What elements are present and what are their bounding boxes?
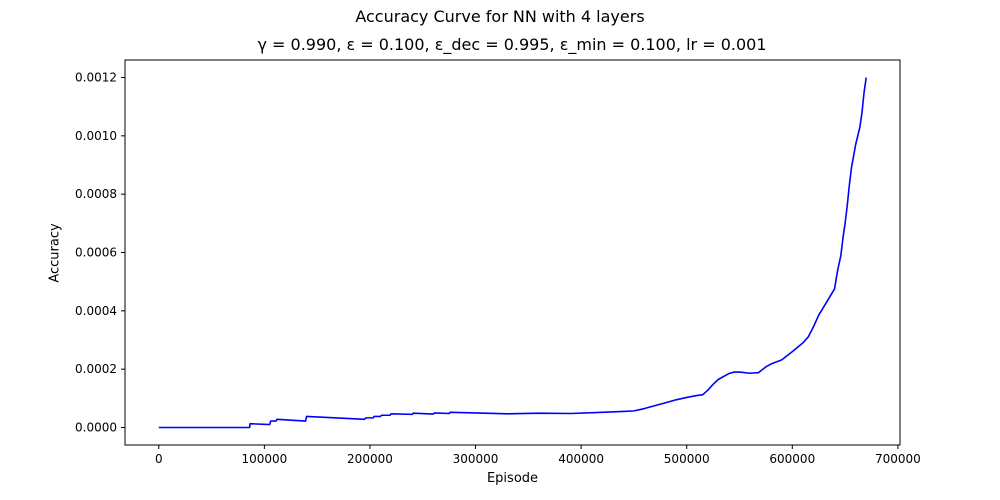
series-group — [158, 77, 868, 429]
y-tick-label: 0.0000 — [75, 421, 117, 435]
y-tick-label: 0.0008 — [75, 187, 117, 201]
y-tick-label: 0.0010 — [75, 129, 117, 143]
x-tick-label: 500000 — [664, 452, 710, 466]
x-axis: 0 100000 200000 300000 400000 500000 600000 700… — [155, 445, 921, 466]
x-tick-label: 0 — [155, 452, 163, 466]
y-axis: 0.0000 0.0002 0.0004 0.0006 0.0008 0.0010 0.00… — [75, 71, 125, 435]
x-tick-label: 200000 — [347, 452, 393, 466]
chart-title: Accuracy Curve for NN with 4 layers — [355, 7, 645, 26]
y-tick-label: 0.0012 — [75, 71, 117, 85]
series-line-0 — [158, 77, 868, 429]
y-axis-label: Accuracy — [47, 223, 63, 283]
axes-frame — [124, 59, 901, 446]
x-tick-label: 300000 — [453, 452, 499, 466]
x-tick-label: 700000 — [875, 452, 921, 466]
x-tick-label: 400000 — [558, 452, 604, 466]
y-tick-label: 0.0002 — [75, 362, 117, 376]
x-tick-label: 600000 — [769, 452, 815, 466]
y-tick-label: 0.0004 — [75, 304, 117, 318]
chart-subtitle: γ = 0.990, ε = 0.100, ε_dec = 0.995, ε_m… — [257, 35, 767, 54]
x-axis-label: Episode — [486, 471, 539, 486]
y-tick-label: 0.0006 — [75, 246, 117, 260]
x-tick-label: 100000 — [241, 452, 287, 466]
